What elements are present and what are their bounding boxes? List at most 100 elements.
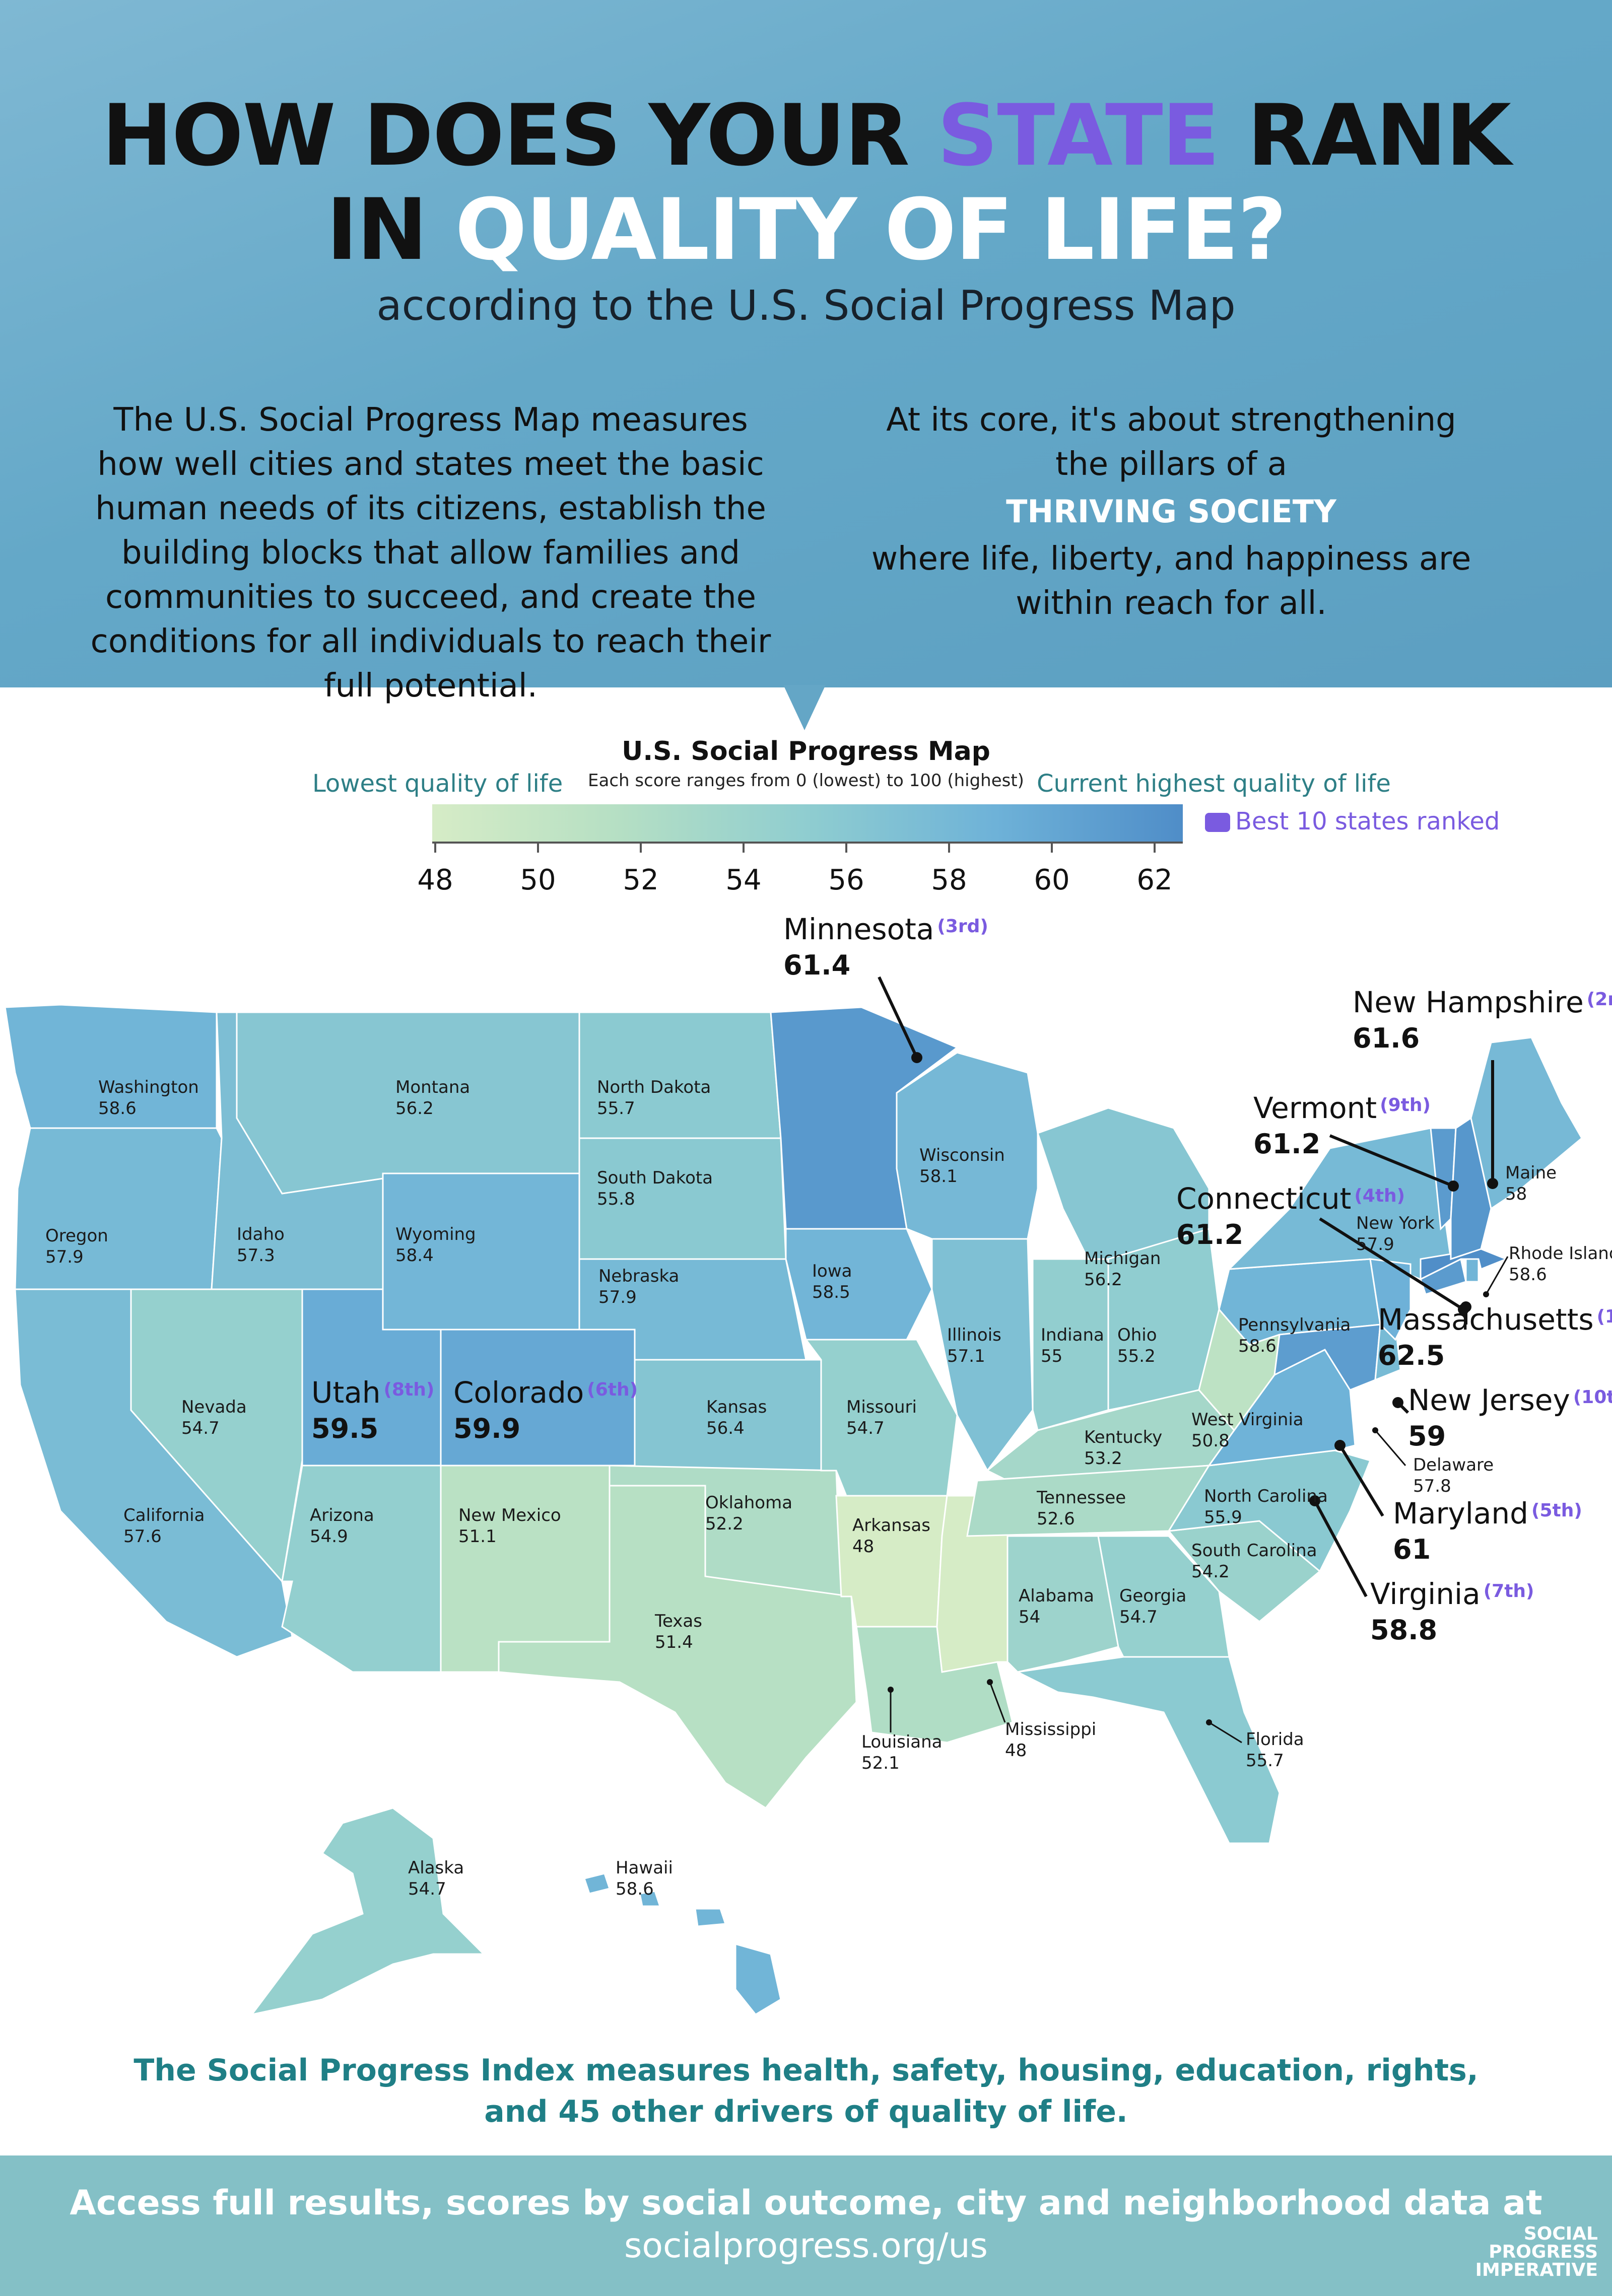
legend-tick (537, 842, 539, 853)
state-score-montana: 56.2 (395, 1098, 434, 1119)
title-part: IN (326, 180, 455, 279)
state-shape-iowa (785, 1228, 933, 1341)
state-name-washington: Washington (98, 1077, 199, 1097)
leader-dot-mississippi (987, 1679, 993, 1685)
legend-subtitle: Each score ranges from 0 (lowest) to 100… (588, 771, 1024, 791)
legend-tick-label: 52 (623, 864, 659, 896)
leader-dot-delaware (1372, 1427, 1378, 1433)
state-score-west-virginia: 50.8 (1191, 1431, 1230, 1451)
state-score-idaho: 57.3 (237, 1245, 275, 1266)
state-score-vermont: 61.2 (1253, 1128, 1320, 1160)
state-name-indiana: Indiana (1041, 1325, 1104, 1345)
leader-line-mississippi (989, 1682, 1006, 1723)
state-name-oklahoma: Oklahoma (705, 1493, 792, 1513)
title-part: HOW DOES YOUR (101, 86, 937, 185)
legend-color-bar (432, 804, 1183, 842)
state-rank-new-hampshire: (2nd) (1587, 989, 1612, 1010)
leader-lines (878, 976, 1509, 1744)
intro-right-text-a: At its core, it's about strengthening th… (886, 401, 1456, 483)
state-name-west-virginia: West Virginia (1191, 1410, 1304, 1430)
footer-access-text: Access full results, scores by social ou… (70, 2183, 1542, 2223)
social-progress-imperative-logo: SOCIAL PROGRESS IMPERATIVE (1475, 2225, 1598, 2279)
logo-line: SOCIAL (1523, 2223, 1598, 2244)
legend-tick-label: 54 (725, 864, 762, 896)
state-score-maryland: 61 (1393, 1534, 1431, 1565)
state-score-illinois: 57.1 (947, 1346, 985, 1366)
leader-dot-minnesota (911, 1052, 922, 1063)
state-score-hawaii: 58.6 (616, 1879, 654, 1899)
footer-url-link[interactable]: socialprogress.org/us (624, 2226, 988, 2266)
subtitle: according to the U.S. Social Progress Ma… (376, 282, 1236, 330)
state-name-iowa: Iowa (812, 1261, 852, 1281)
state-score-alaska: 54.7 (408, 1879, 446, 1899)
state-name-ohio: Ohio (1117, 1325, 1157, 1345)
leader-dot-maryland (1334, 1440, 1346, 1451)
legend-tick-label: 60 (1034, 864, 1070, 896)
state-score-new-mexico: 51.1 (458, 1526, 497, 1547)
state-name-oregon: Oregon (45, 1226, 108, 1246)
leader-line-rhode-island (1485, 1256, 1509, 1295)
state-rank-new-jersey: (10th) (1573, 1387, 1612, 1408)
state-score-georgia: 54.7 (1119, 1607, 1158, 1627)
legend-high-label: Current highest quality of life (1037, 770, 1391, 798)
footer-line-1: The Social Progress Index measures healt… (133, 2053, 1479, 2088)
state-name-tennessee: Tennessee (1036, 1488, 1126, 1508)
state-name-new-hampshire: New Hampshire(2nd) (1353, 985, 1612, 1019)
state-shape-hawaii (639, 1890, 661, 1907)
state-rank-virginia: (7th) (1484, 1581, 1534, 1602)
state-name-delaware: Delaware (1413, 1455, 1494, 1475)
thriving-society-label: THRIVING SOCIETY (1006, 493, 1336, 530)
legend-tick-label: 56 (828, 864, 864, 896)
state-shape-new-jersey (1369, 1258, 1412, 1341)
state-score-colorado: 59.9 (453, 1413, 520, 1444)
state-shapes (4, 1004, 1583, 2016)
state-name-north-dakota: North Dakota (597, 1077, 711, 1097)
state-score-north-carolina: 55.9 (1204, 1507, 1242, 1527)
state-name-new-jersey: New Jersey(10th) (1408, 1383, 1612, 1417)
state-score-tennessee: 52.6 (1037, 1509, 1075, 1529)
us-choropleth-map: Washington58.6Oregon57.9California57.6Ne… (4, 912, 1612, 2016)
state-name-south-dakota: South Dakota (597, 1168, 713, 1188)
state-name-alabama: Alabama (1019, 1586, 1094, 1606)
state-score-mississippi: 48 (1005, 1741, 1027, 1761)
state-name-alaska: Alaska (408, 1858, 464, 1878)
state-name-nevada: Nevada (181, 1397, 247, 1417)
legend-tick (1154, 842, 1156, 853)
title-highlight-quality: QUALITY OF LIFE? (455, 180, 1287, 279)
state-name-rhode-island: Rhode Island (1509, 1243, 1612, 1264)
leader-line-minnesota (878, 976, 918, 1059)
title-line-2: IN QUALITY OF LIFE? (0, 187, 1612, 272)
state-score-rhode-island: 58.6 (1509, 1265, 1547, 1285)
state-shape-florida (1015, 1656, 1281, 1844)
leader-line-connecticut (1319, 1217, 1464, 1311)
state-name-nebraska: Nebraska (598, 1266, 679, 1286)
state-name-south-carolina: South Carolina (1191, 1541, 1317, 1561)
state-score-texas: 51.4 (655, 1632, 693, 1652)
state-name-vermont: Vermont (9th) (1253, 1091, 1431, 1125)
legend-title: U.S. Social Progress Map (622, 736, 990, 767)
leader-dot-florida (1206, 1719, 1212, 1725)
footer-band (0, 2155, 1612, 2296)
state-score-maine: 58 (1505, 1184, 1527, 1204)
state-score-south-dakota: 55.8 (597, 1189, 635, 1209)
state-name-texas: Texas (654, 1611, 702, 1631)
state-score-minnesota: 61.4 (783, 949, 850, 981)
state-score-utah: 59.5 (311, 1413, 378, 1444)
leader-line-virginia (1313, 1500, 1368, 1597)
leader-dot-virginia (1309, 1495, 1320, 1506)
state-score-wisconsin: 58.1 (919, 1166, 958, 1187)
state-name-massachusetts: Massachusetts(1st) (1378, 1302, 1612, 1337)
state-rank-massachusetts: (1st) (1597, 1306, 1612, 1327)
state-score-pennsylvania: 58.6 (1238, 1336, 1277, 1356)
leader-line-maryland (1338, 1444, 1384, 1517)
state-score-arizona: 54.9 (310, 1526, 348, 1547)
leader-dot-vermont (1448, 1180, 1459, 1192)
state-score-new-york: 57.9 (1356, 1234, 1394, 1255)
legend-tick (948, 842, 950, 853)
leader-dot-massachusetts (1460, 1301, 1471, 1312)
legend-tick (640, 842, 642, 853)
state-score-kentucky: 53.2 (1084, 1448, 1122, 1469)
legend-low-label: Lowest quality of life (312, 770, 563, 798)
hero-pointer (783, 685, 826, 730)
state-name-maine: Maine (1505, 1163, 1557, 1183)
